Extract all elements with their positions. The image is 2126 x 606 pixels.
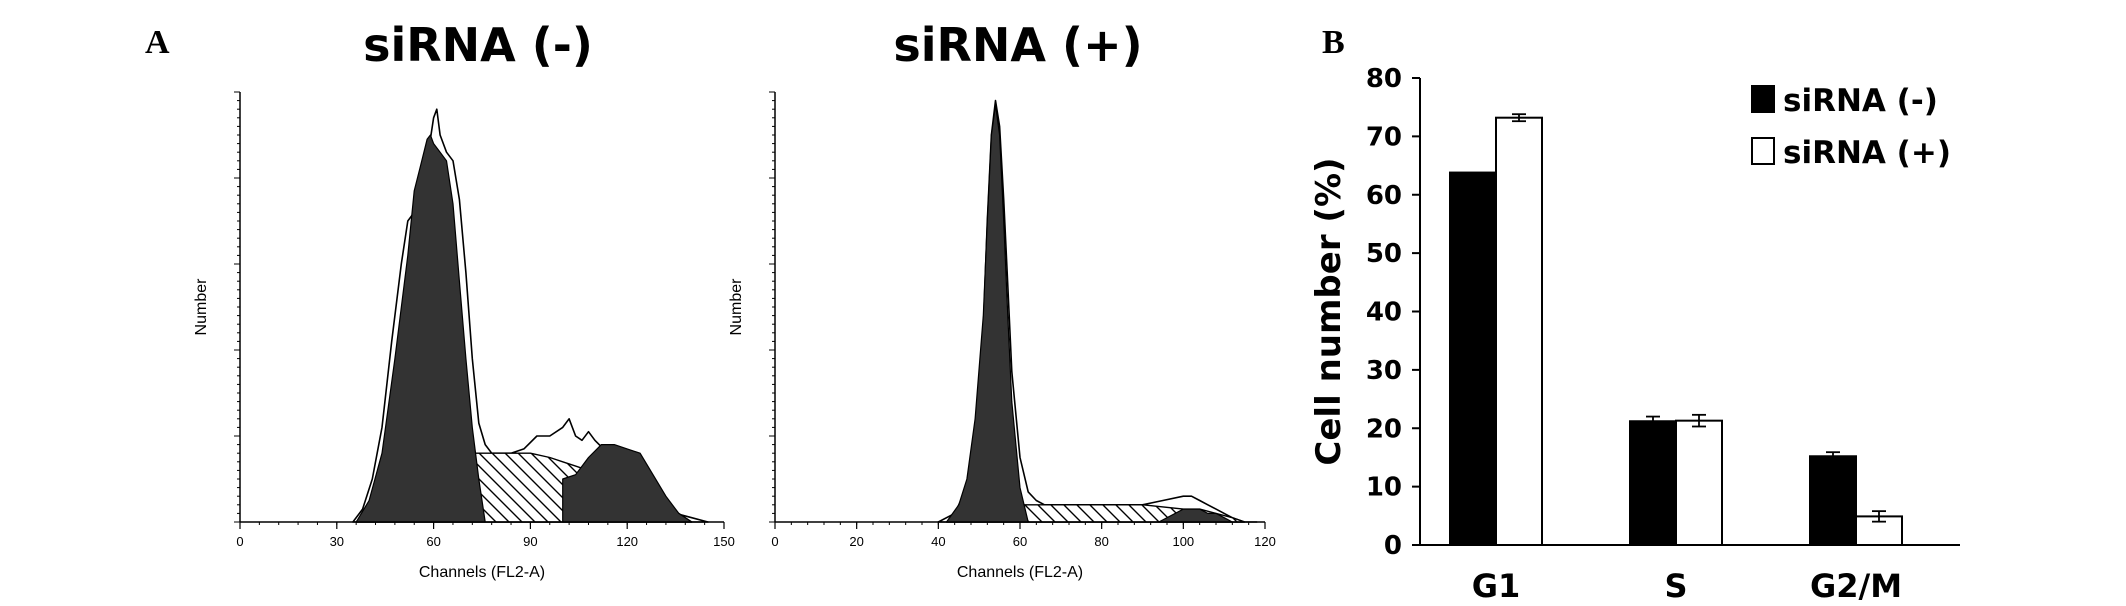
g1-peak-area <box>945 104 1029 523</box>
x-axis-label: Channels (FL2-A) <box>419 564 545 581</box>
y-tick-label: 40 <box>1366 298 1402 328</box>
legend-label: siRNA (-) <box>1783 83 1938 119</box>
y-tick-label: 0 <box>1384 531 1402 561</box>
y-tick-label: 60 <box>1366 181 1402 211</box>
category-label: G2/M <box>1810 567 1902 605</box>
x-tick-label: 60 <box>1013 534 1027 549</box>
g1-peak-area <box>355 134 486 523</box>
panel-b-label: B <box>1322 24 1345 61</box>
x-tick-label: 80 <box>1094 534 1108 549</box>
y-tick-label: 80 <box>1366 64 1402 94</box>
legend-label: siRNA (+) <box>1783 135 1951 171</box>
panel-a-label: A <box>145 24 170 61</box>
legend-swatch <box>1751 137 1775 165</box>
histogram-siRNA-minus: 0 30 60 90 120 150 Channels (FL2-A) Number <box>193 91 735 581</box>
histogram-siRNA-plus: 0 20 40 60 80 100 120 Channels (FL2-A) Number <box>728 91 1276 581</box>
y-axis-label: Number <box>728 278 745 336</box>
bar <box>1495 116 1543 546</box>
bar <box>1449 171 1497 546</box>
bar <box>1809 455 1857 546</box>
x-tick-label: 120 <box>616 534 638 549</box>
category-label: S <box>1664 567 1687 605</box>
y-axis-label: Cell number (%) <box>1309 157 1349 465</box>
legend-swatch <box>1751 85 1775 113</box>
x-tick-label: 0 <box>236 534 243 549</box>
x-axis-label: Channels (FL2-A) <box>957 564 1083 581</box>
g2m-peak-area <box>1158 508 1233 523</box>
y-axis-label: Number <box>193 278 210 336</box>
x-tick-label: 120 <box>1254 534 1276 549</box>
cell-cycle-bar-chart: 0 10 20 30 40 50 60 70 80 G1 S G2/M Cell number (%) s… <box>1309 64 1960 605</box>
x-tick-label: 60 <box>426 534 440 549</box>
x-tick-label: 90 <box>523 534 537 549</box>
g2m-peak-area <box>562 444 693 523</box>
x-tick-label: 20 <box>849 534 863 549</box>
bar <box>1675 419 1723 547</box>
x-tick-label: 100 <box>1172 534 1194 549</box>
y-tick-label: 50 <box>1366 239 1402 269</box>
histogram-2-title: siRNA (+) <box>893 18 1143 72</box>
y-tick-label: 10 <box>1366 473 1402 503</box>
x-tick-label: 150 <box>713 534 735 549</box>
x-tick-label: 0 <box>771 534 778 549</box>
histogram-1-title: siRNA (-) <box>363 18 593 72</box>
bar <box>1629 420 1677 546</box>
x-tick-label: 40 <box>931 534 945 549</box>
y-tick-label: 70 <box>1366 122 1402 152</box>
y-tick-label: 20 <box>1366 414 1402 444</box>
category-label: G1 <box>1472 567 1521 605</box>
x-tick-label: 30 <box>330 534 344 549</box>
y-tick-label: 30 <box>1366 356 1402 386</box>
